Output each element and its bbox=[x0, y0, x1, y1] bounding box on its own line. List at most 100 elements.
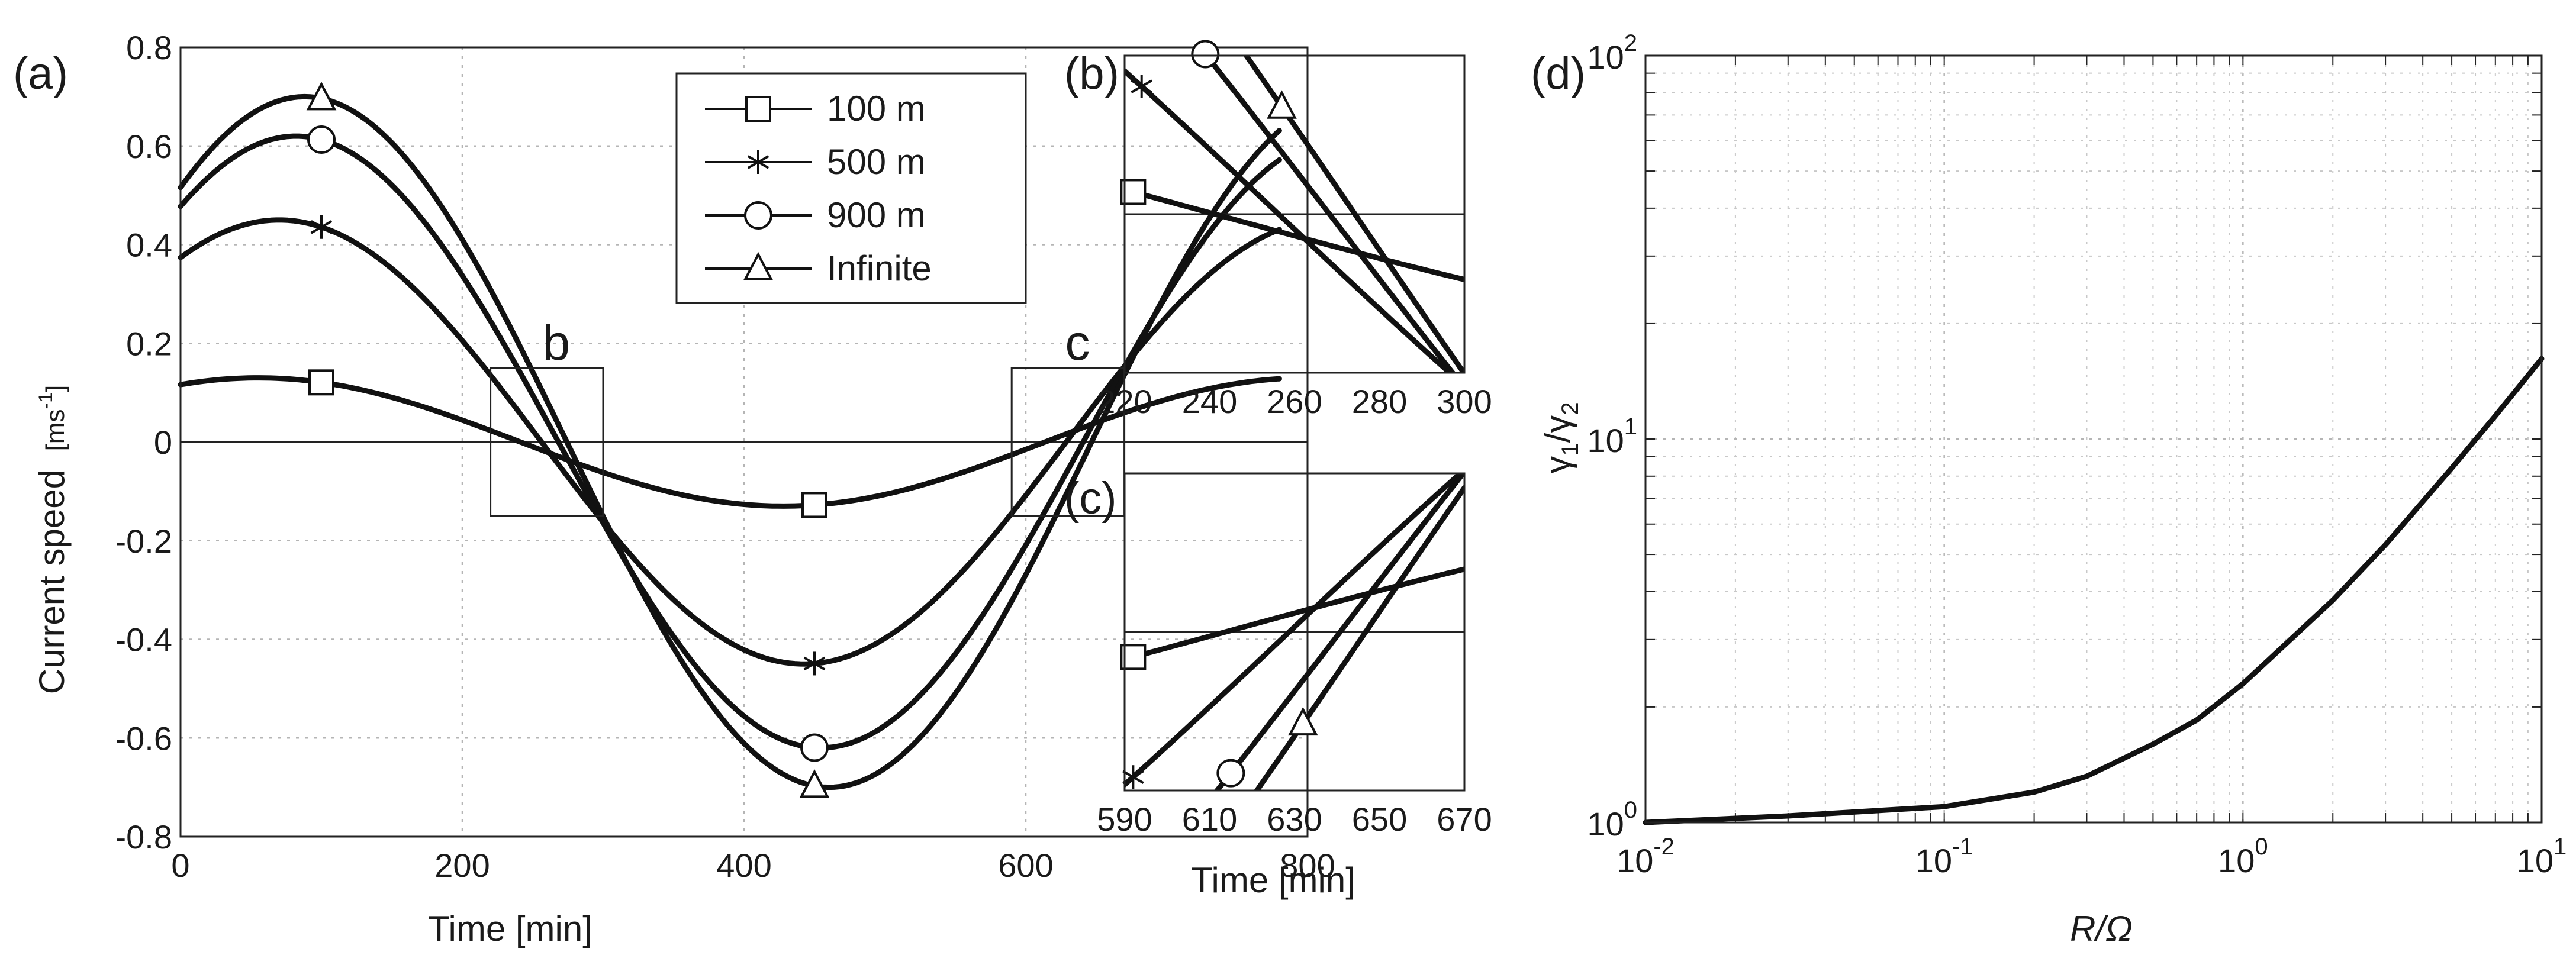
panel-a-ylabel-unit-end: ] bbox=[41, 385, 70, 392]
panel-a-ytick: 0.6 bbox=[126, 128, 172, 165]
panel-d-ytick: 100 bbox=[1587, 797, 1637, 843]
legend-marker bbox=[744, 201, 772, 230]
panel-c-marker bbox=[1288, 706, 1318, 736]
panel-a-ylabel-group: Current speed [ms-1] bbox=[32, 385, 72, 694]
panel-d-xtick: 100 bbox=[2218, 834, 2268, 879]
panel-a-marker bbox=[310, 215, 333, 239]
panel-d-ytick-exp: 2 bbox=[1624, 30, 1637, 56]
panel-d-ylabel-sub1: 1 bbox=[1557, 443, 1583, 456]
panel-b-xtick: 300 bbox=[1437, 383, 1492, 420]
panel-d-ytick-base: 10 bbox=[1587, 422, 1624, 459]
panel-d-ytick-exp: 1 bbox=[1624, 414, 1637, 440]
panel-d-xtick: 101 bbox=[2517, 834, 2567, 879]
panel-d-ylabel-gamma1: γ bbox=[1538, 456, 1577, 474]
panel-c-xtick: 650 bbox=[1352, 801, 1407, 838]
panel-d-ylabel-group: γ1/γ2 bbox=[1538, 402, 1583, 473]
panel-a-label: (a) bbox=[13, 49, 68, 99]
panel-a-ylabel-unit: [ms bbox=[41, 409, 70, 451]
panel-c-marker bbox=[1122, 765, 1144, 789]
panel-a-marker bbox=[801, 492, 827, 518]
panel-c-frame bbox=[1123, 472, 1466, 792]
panel-b-frame bbox=[1123, 54, 1466, 374]
panel-a-ylabel: Current speed [ms-1] bbox=[32, 385, 72, 694]
panel-c-marker-stroke bbox=[1122, 770, 1144, 784]
legend-label: 500 m bbox=[827, 142, 926, 182]
panel-a-ytick: 0.8 bbox=[126, 29, 172, 66]
panel-c-curve-3 bbox=[1253, 485, 1464, 790]
panel-d-ytick-base: 10 bbox=[1587, 805, 1624, 843]
panel-b-curve-2 bbox=[1203, 56, 1456, 373]
panel-a-ytick: 0.4 bbox=[126, 227, 172, 264]
panel-d-ylabel-sep: /γ bbox=[1538, 415, 1577, 443]
panel-c-curve-2 bbox=[1213, 473, 1464, 790]
panel-a-zoom-label: b bbox=[542, 315, 570, 370]
panel-a-marker bbox=[800, 733, 829, 762]
legend-marker bbox=[743, 251, 774, 280]
panel-a-marker-stroke bbox=[310, 220, 333, 234]
panel-d-xtick-exp: 1 bbox=[2554, 834, 2567, 860]
panel-a-marker bbox=[308, 369, 334, 396]
panel-a-zoom-box bbox=[1010, 367, 1126, 517]
panel-a-ylabel-unit-sup: -1 bbox=[35, 392, 56, 409]
panel-a-xtick: 400 bbox=[716, 847, 771, 884]
panel-a-curve-2 bbox=[178, 133, 1282, 751]
legend-marker bbox=[745, 96, 771, 122]
panel-b-curve-3 bbox=[1243, 56, 1464, 373]
panel-b-xtick: 260 bbox=[1267, 383, 1322, 420]
panel-d-xtick-exp: -1 bbox=[1952, 834, 1973, 860]
panel-a-ytick: 0 bbox=[154, 424, 172, 461]
panel-d-ytick: 102 bbox=[1587, 30, 1637, 76]
panel-d-xtick-base: 10 bbox=[1617, 842, 1653, 879]
panel-a-ytick: -0.2 bbox=[115, 522, 173, 560]
panel-d-curve bbox=[1643, 356, 2545, 825]
panel-d-xtick-exp: 0 bbox=[2255, 834, 2268, 860]
panel-d-xtick: 10-1 bbox=[1915, 834, 1973, 879]
panel-b-curve-1 bbox=[1125, 68, 1454, 373]
panel-c-xtick: 610 bbox=[1182, 801, 1237, 838]
panel-d-xtick: 10-2 bbox=[1617, 834, 1675, 879]
panel-a-curve-3 bbox=[178, 93, 1282, 790]
panel-a-ytick: -0.8 bbox=[115, 818, 173, 856]
panel-b-label: (b) bbox=[1064, 49, 1119, 99]
panel-a-marker bbox=[306, 82, 337, 111]
panel-c-curve-0 bbox=[1125, 566, 1464, 662]
panel-a-marker bbox=[803, 651, 826, 676]
panel-a-xtick: 0 bbox=[171, 847, 189, 884]
panel-b-marker bbox=[1267, 90, 1297, 119]
panel-b-xtick: 220 bbox=[1097, 383, 1152, 420]
panel-a-curve-1 bbox=[178, 217, 1282, 667]
legend-label: 100 m bbox=[827, 89, 926, 128]
panel-d-xtick-base: 10 bbox=[1915, 842, 1952, 879]
legend-marker bbox=[747, 150, 769, 174]
panel-a-zoom-label: c bbox=[1065, 315, 1090, 370]
panel-a-marker bbox=[307, 125, 336, 154]
panel-a-marker bbox=[799, 769, 830, 798]
panel-a-ytick: 0.2 bbox=[126, 325, 172, 362]
panel-d-xlabel: R/Ω bbox=[2070, 909, 2133, 948]
legend-label: 900 m bbox=[827, 195, 926, 235]
panel-c-label: (c) bbox=[1064, 473, 1117, 524]
panel-b-plot bbox=[1125, 56, 1464, 373]
panel-b-xtick: 240 bbox=[1182, 383, 1237, 420]
panel-a-marker-stroke bbox=[803, 656, 826, 671]
panel-a-ylabel-main: Current speed bbox=[32, 469, 72, 694]
panel-a-xtick: 600 bbox=[998, 847, 1053, 884]
panel-d-ytick-exp: 0 bbox=[1624, 797, 1637, 823]
panel-d-ylabel: γ1/γ2 bbox=[1538, 402, 1583, 473]
panel-c-plot bbox=[1125, 473, 1464, 790]
panel-b-marker bbox=[1191, 40, 1220, 69]
panel-a-ytick: -0.4 bbox=[115, 621, 173, 659]
panel-c-curve-1 bbox=[1125, 473, 1464, 788]
panel-a-xtick: 200 bbox=[434, 847, 490, 884]
panel-b-marker bbox=[1131, 75, 1153, 99]
panel-b-curve-0 bbox=[1125, 187, 1464, 282]
panel-b-marker-stroke bbox=[1131, 79, 1153, 93]
panel-c-xtick: 590 bbox=[1097, 801, 1152, 838]
panel-a: 0 200 400 600 800 0.8 0.6 0.4 0.2 0 -0.2 -0.4 -0.6 -0… bbox=[115, 29, 1335, 884]
legend-marker-stroke bbox=[747, 155, 769, 169]
panel-c-xlabel: Time [min] bbox=[1191, 860, 1355, 900]
panel-d-ytick: 101 bbox=[1587, 414, 1637, 459]
panel-d-ylabel-sub2: 2 bbox=[1557, 402, 1583, 415]
